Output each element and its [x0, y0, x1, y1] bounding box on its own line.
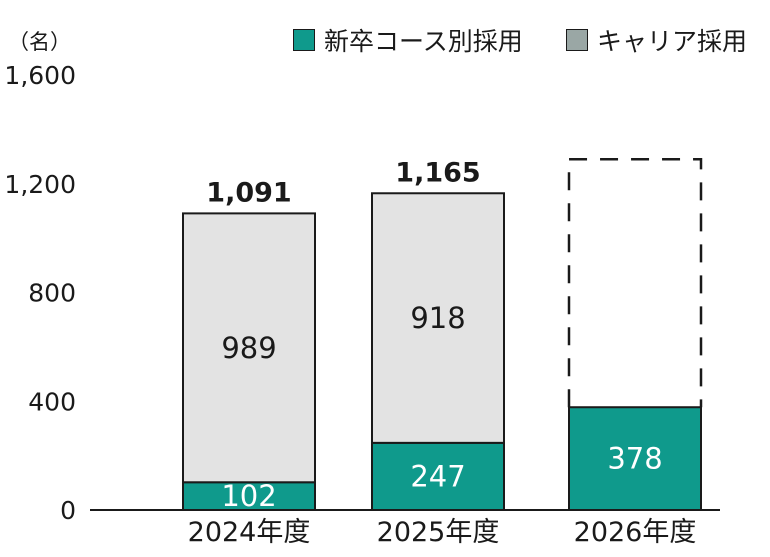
y-axis-unit-label: （名）	[8, 30, 71, 54]
bar-value-label: 247	[410, 459, 465, 493]
bar-total-label: 1,091	[206, 177, 291, 208]
y-tick-label: 400	[28, 387, 76, 416]
y-tick-label: 1,600	[4, 61, 76, 90]
legend-label-career: キャリア採用	[597, 27, 748, 56]
bar-segment	[182, 481, 316, 511]
y-tick-label: 800	[28, 279, 76, 308]
bar-segment	[371, 192, 505, 444]
legend-swatch-career	[566, 29, 588, 51]
legend-item-career: キャリア採用	[566, 22, 747, 58]
y-tick-label: 1,200	[4, 170, 76, 199]
x-category-label: 2025年度	[377, 517, 500, 548]
bar-total-label: 1,165	[395, 157, 480, 188]
bar-value-label: 989	[221, 331, 276, 365]
legend-label-new-graduate: 新卒コース別採用	[324, 27, 523, 56]
bar-segment	[182, 212, 316, 484]
y-tick-label: 0	[60, 496, 76, 525]
planned-bar-outline	[567, 158, 703, 408]
bar-value-label: 102	[221, 479, 276, 513]
bar-value-label: 378	[607, 442, 662, 476]
legend-item-new-graduate: 新卒コース別採用	[293, 22, 523, 58]
x-category-label: 2026年度	[574, 517, 697, 548]
bar-segment	[371, 441, 505, 511]
bar-value-label: 918	[410, 301, 465, 335]
x-category-label: 2024年度	[188, 517, 311, 548]
legend-swatch-new-graduate	[293, 29, 315, 51]
